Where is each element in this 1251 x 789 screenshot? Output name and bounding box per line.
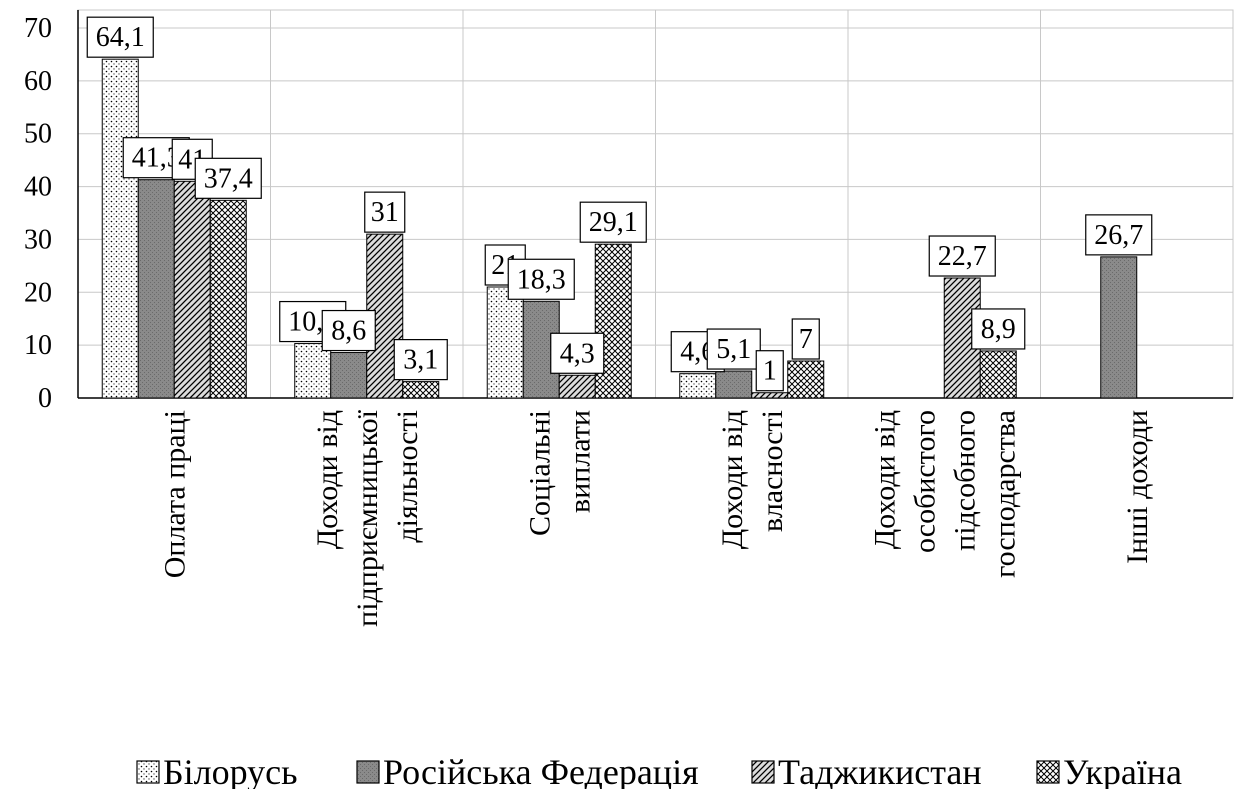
data-label: 5,1 xyxy=(706,328,761,370)
data-label: 3,1 xyxy=(393,339,448,381)
category-label: особистого xyxy=(908,410,941,553)
legend-swatch xyxy=(136,760,160,784)
svg-text:8,9: 8,9 xyxy=(981,314,1016,345)
bar xyxy=(137,179,175,399)
svg-text:5,1: 5,1 xyxy=(716,334,751,365)
category-label: Доходи від xyxy=(311,410,344,549)
bar xyxy=(558,374,596,399)
bar xyxy=(101,58,139,399)
y-axis: 0 10 20 30 40 50 60 70 xyxy=(24,10,1233,414)
svg-text:18,3: 18,3 xyxy=(517,264,566,295)
category-label: господарства xyxy=(988,410,1021,578)
bar xyxy=(486,286,524,399)
bar xyxy=(787,360,825,399)
legend-item: Таджикистан xyxy=(751,752,982,789)
bar xyxy=(402,381,440,399)
gridlines xyxy=(77,9,1234,399)
bar xyxy=(209,199,247,399)
svg-text:1: 1 xyxy=(763,356,777,387)
legend-label: Російська Федерація xyxy=(383,752,699,789)
category-label: Доходи від xyxy=(716,410,749,549)
data-label: 22,7 xyxy=(928,235,996,277)
category-label: підсобного xyxy=(948,410,981,551)
data-label: 7 xyxy=(791,318,820,360)
legend-swatch xyxy=(1036,760,1060,784)
category-label: Інші доходи xyxy=(1121,410,1154,564)
legend-label: Україна xyxy=(1063,752,1182,789)
category-label: діяльності xyxy=(391,410,424,543)
svg-text:64,1: 64,1 xyxy=(96,22,145,53)
svg-text:26,7: 26,7 xyxy=(1094,220,1143,251)
legend-swatch xyxy=(751,760,775,784)
bar xyxy=(173,180,211,399)
data-label: 37,4 xyxy=(194,157,262,199)
svg-text:29,1: 29,1 xyxy=(589,207,638,238)
svg-text:3,1: 3,1 xyxy=(403,345,438,376)
y-tick-label: 70 xyxy=(24,13,52,44)
y-tick-label: 30 xyxy=(24,224,52,255)
data-label: 64,1 xyxy=(86,16,154,58)
data-label: 8,6 xyxy=(321,309,376,352)
category-label: власності xyxy=(756,410,789,532)
svg-text:22,7: 22,7 xyxy=(938,241,987,272)
bar xyxy=(330,352,368,399)
svg-text:31: 31 xyxy=(371,197,399,228)
y-tick-label: 10 xyxy=(24,330,52,361)
data-label: 26,7 xyxy=(1085,214,1153,256)
legend-label: Білорусь xyxy=(163,752,298,789)
legend-item: Білорусь xyxy=(136,752,298,789)
bar xyxy=(679,373,717,399)
data-label: 8,9 xyxy=(971,308,1026,350)
data-label: 1 xyxy=(755,350,784,392)
x-axis-categories: Оплата праці Доходи від підприємницької дія… xyxy=(158,409,1154,627)
y-tick-label: 20 xyxy=(24,277,52,308)
data-label: 4,3 xyxy=(550,332,605,374)
category-label: Соціальні xyxy=(523,410,556,536)
bar xyxy=(979,350,1017,399)
category-label: Оплата праці xyxy=(158,410,191,578)
svg-text:7: 7 xyxy=(799,324,813,355)
category-label: підприємницької xyxy=(351,409,384,627)
category-label: Доходи від xyxy=(868,410,901,549)
data-label: 31 xyxy=(364,191,406,233)
data-label: 18,3 xyxy=(507,258,575,300)
legend-swatch xyxy=(356,760,380,784)
bar xyxy=(594,243,632,399)
data-labels: 64,110,3214,641,38,618,35,126,741314,312… xyxy=(86,16,1153,392)
bar xyxy=(1100,256,1138,399)
bar xyxy=(294,343,332,399)
svg-text:8,6: 8,6 xyxy=(331,316,366,347)
y-tick-label: 60 xyxy=(24,66,52,97)
data-label: 29,1 xyxy=(579,201,647,243)
legend-item: Російська Федерація xyxy=(356,752,699,789)
legend-item: Україна xyxy=(1036,752,1182,789)
y-tick-label: 40 xyxy=(24,172,52,203)
y-tick-label: 0 xyxy=(38,383,52,414)
legend-label: Таджикистан xyxy=(778,752,982,789)
category-label: виплати xyxy=(563,410,596,513)
svg-text:37,4: 37,4 xyxy=(204,163,253,194)
bar xyxy=(715,370,753,399)
svg-text:4,3: 4,3 xyxy=(560,338,595,369)
legend: Білорусь Російська Федерація Таджикистан Ук… xyxy=(136,752,1182,789)
bar xyxy=(751,392,789,399)
y-tick-label: 50 xyxy=(24,119,52,150)
